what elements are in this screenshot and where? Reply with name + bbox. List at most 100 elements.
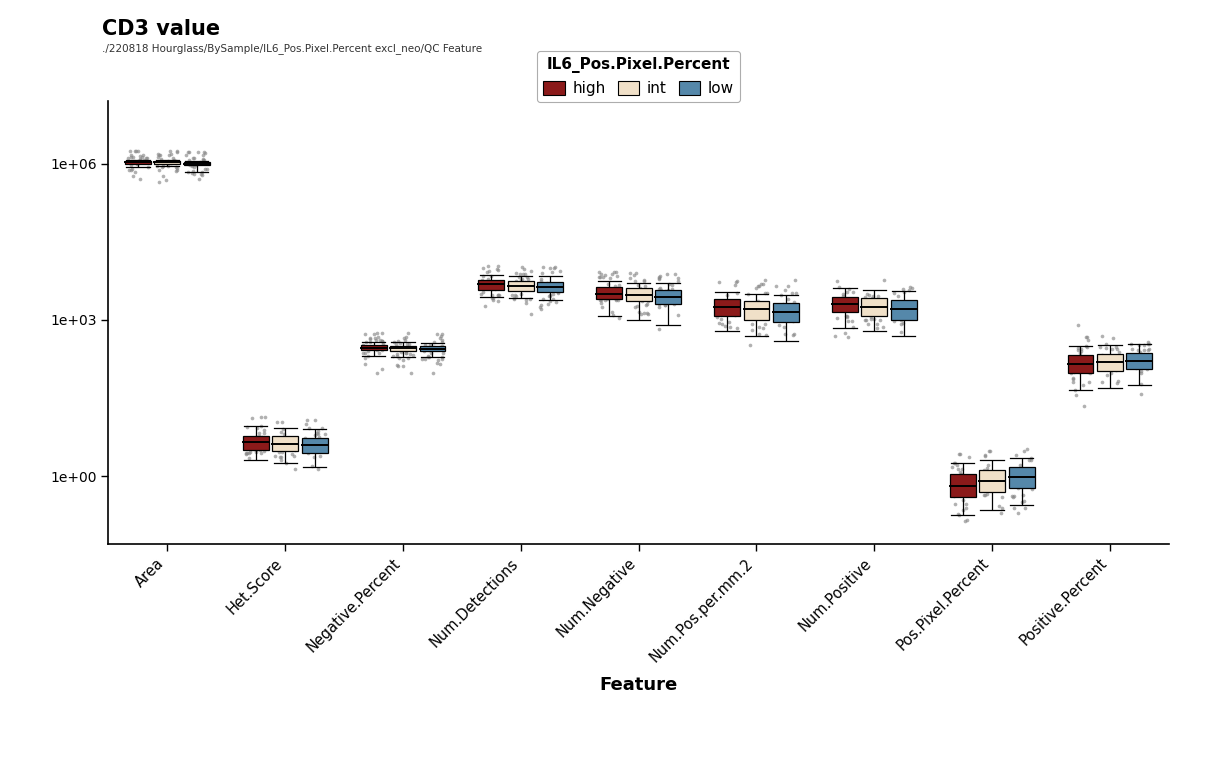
Point <box>595 270 615 282</box>
Point <box>357 336 376 348</box>
Point <box>709 302 728 315</box>
Point <box>975 449 994 462</box>
Point <box>992 507 1011 520</box>
Point <box>625 284 645 296</box>
Point <box>621 267 640 280</box>
Point <box>548 286 568 298</box>
Point <box>602 268 622 280</box>
Point <box>247 446 266 458</box>
Point <box>858 319 877 331</box>
Point <box>253 441 272 453</box>
Point <box>482 291 501 304</box>
Point <box>649 282 669 294</box>
Point <box>394 332 413 344</box>
Point <box>368 367 387 379</box>
Point <box>1124 357 1144 369</box>
Point <box>237 447 257 459</box>
Point <box>153 161 172 173</box>
Point <box>656 298 675 311</box>
Point <box>976 481 995 493</box>
Point <box>134 153 153 166</box>
Point <box>236 448 255 461</box>
Point <box>945 490 964 502</box>
Point <box>1106 357 1125 369</box>
Point <box>844 320 863 333</box>
Point <box>784 327 804 340</box>
Point <box>1003 490 1022 502</box>
Point <box>837 311 857 323</box>
Point <box>1127 361 1146 374</box>
Bar <box>1127 353 1152 369</box>
Point <box>784 295 804 308</box>
Point <box>742 302 762 315</box>
Point <box>750 280 769 292</box>
Point <box>312 422 331 434</box>
Point <box>718 301 737 314</box>
Point <box>718 298 737 311</box>
Point <box>782 287 801 299</box>
Point <box>975 471 994 483</box>
Point <box>637 288 657 301</box>
Point <box>305 451 324 464</box>
Point <box>864 308 883 320</box>
Point <box>636 299 656 312</box>
Point <box>1106 357 1125 370</box>
Point <box>118 156 137 169</box>
Point <box>124 151 143 163</box>
Point <box>1069 319 1088 331</box>
Point <box>634 306 653 319</box>
Point <box>242 443 261 455</box>
Point <box>239 432 258 444</box>
Point <box>1013 495 1033 507</box>
Point <box>753 322 772 335</box>
Point <box>255 411 275 423</box>
Point <box>1128 360 1147 372</box>
Point <box>401 366 421 378</box>
Point <box>766 299 786 312</box>
Point <box>478 260 498 272</box>
Point <box>962 478 981 490</box>
Point <box>274 428 293 441</box>
Point <box>1131 357 1151 370</box>
Point <box>542 266 562 278</box>
Point <box>412 353 431 365</box>
Point <box>154 170 174 183</box>
Point <box>629 305 648 318</box>
Point <box>421 339 440 351</box>
Point <box>136 152 155 164</box>
Point <box>1069 343 1088 356</box>
Bar <box>950 474 976 497</box>
Point <box>858 301 877 313</box>
Point <box>166 165 186 177</box>
Point <box>1019 454 1039 466</box>
Point <box>366 343 386 356</box>
Point <box>531 302 551 315</box>
Point <box>871 313 890 326</box>
Point <box>991 476 1010 489</box>
Point <box>1110 346 1129 358</box>
Point <box>719 315 739 328</box>
Bar <box>1068 355 1093 373</box>
Point <box>854 291 874 304</box>
Point <box>1022 483 1041 495</box>
Point <box>783 312 803 325</box>
Point <box>194 145 213 158</box>
Point <box>1094 361 1113 374</box>
Point <box>874 321 893 333</box>
Point <box>389 335 408 347</box>
Point <box>195 147 214 159</box>
Point <box>725 309 745 322</box>
Point <box>504 292 523 305</box>
Point <box>286 463 305 476</box>
Point <box>756 287 775 300</box>
Point <box>599 277 618 290</box>
Point <box>276 457 295 469</box>
Point <box>134 149 153 162</box>
Point <box>825 330 845 343</box>
Point <box>659 278 678 291</box>
Point <box>490 280 510 293</box>
Point <box>1106 341 1125 354</box>
Point <box>884 287 904 299</box>
Point <box>837 294 857 306</box>
Point <box>894 296 913 308</box>
